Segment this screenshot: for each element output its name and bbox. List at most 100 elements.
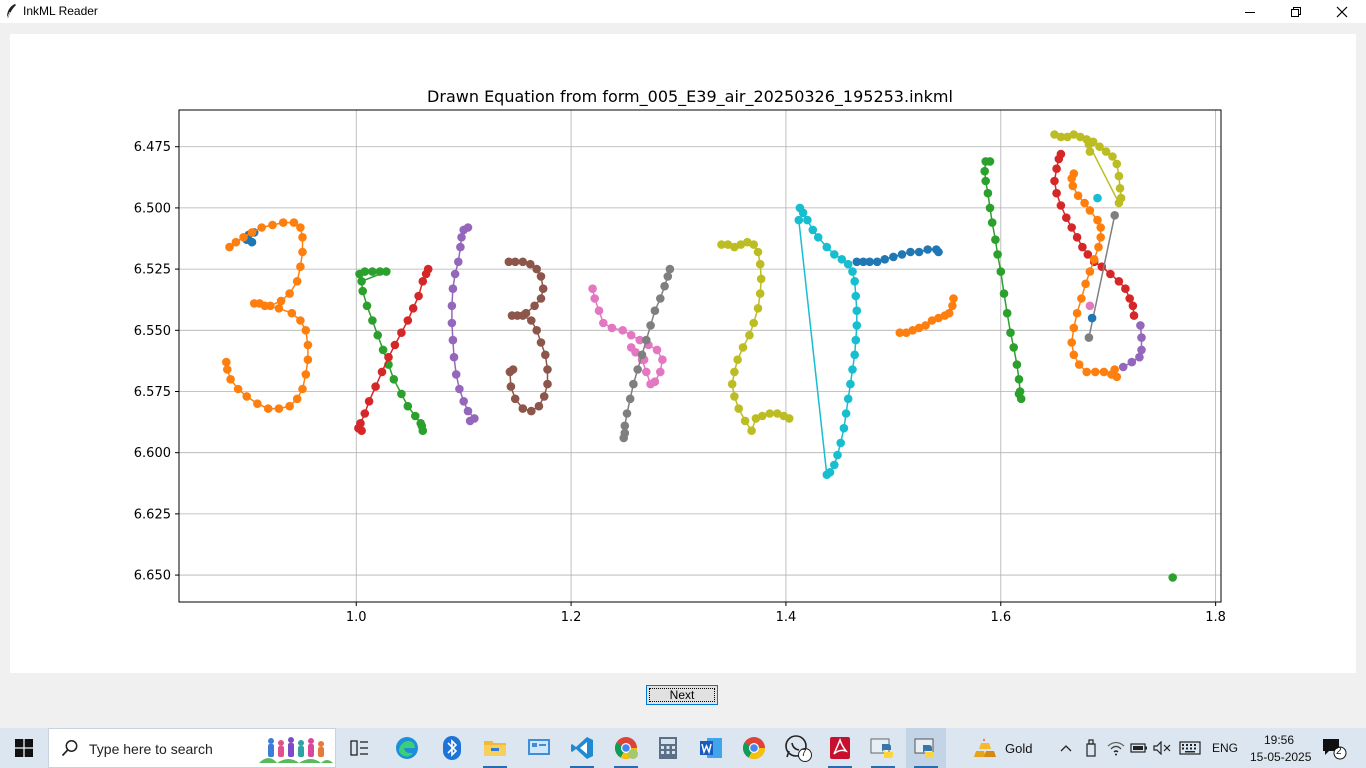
stroke-point — [504, 257, 514, 267]
chevron-up-icon — [1060, 745, 1072, 752]
language-indicator[interactable]: ENG — [1212, 741, 1239, 755]
taskbar-chrome-profile[interactable] — [606, 728, 646, 768]
stroke-point — [276, 296, 286, 306]
stroke-point — [822, 242, 832, 252]
battery-tray-button[interactable] — [1128, 728, 1150, 768]
show-hidden-icons-button[interactable] — [1052, 728, 1080, 768]
taskbar-control-panel[interactable] — [519, 728, 559, 768]
stroke-point — [508, 365, 518, 374]
taskbar-chrome[interactable] — [734, 728, 774, 768]
stroke-point — [226, 375, 235, 384]
stroke-point — [1101, 147, 1111, 156]
stroke-point — [1014, 389, 1024, 399]
stroke-point — [403, 401, 413, 411]
stroke-point — [292, 277, 302, 286]
network-tray-button[interactable] — [1104, 728, 1128, 768]
taskbar-edge[interactable] — [387, 728, 427, 768]
stroke-point — [459, 397, 469, 406]
task-view-button[interactable] — [340, 728, 380, 768]
stroke-point — [656, 294, 665, 303]
stroke-point — [1052, 188, 1061, 198]
stroke-point — [1114, 277, 1124, 286]
usb-tray-button[interactable] — [1080, 728, 1102, 768]
stroke-point — [1083, 250, 1093, 259]
stroke-point — [642, 367, 651, 377]
feather-icon — [6, 4, 16, 19]
chart-title: Drawn Equation from form_005_E39_air_202… — [427, 87, 953, 107]
stroke-point — [738, 343, 748, 352]
stroke-point — [449, 352, 459, 362]
taskbar-whatsapp[interactable]: 7 — [778, 728, 818, 768]
taskbar-word[interactable] — [691, 728, 731, 768]
next-button[interactable]: Next — [646, 685, 718, 705]
chrome-icon — [743, 737, 765, 759]
taskbar-bluetooth[interactable] — [432, 728, 472, 768]
taskbar-python-idle[interactable] — [863, 728, 903, 768]
taskbar-vscode[interactable] — [562, 728, 602, 768]
stroke-point — [1137, 333, 1146, 342]
stroke-point — [1112, 159, 1122, 169]
taskbar-search[interactable]: Type here to search — [48, 728, 336, 768]
minimize-button[interactable] — [1227, 0, 1273, 23]
stroke-line — [225, 221, 309, 410]
y-tick-label: 6.625 — [134, 507, 171, 522]
stroke-series — [1118, 321, 1146, 372]
vscode-icon — [571, 737, 593, 759]
restore-button[interactable] — [1273, 0, 1319, 23]
window-title: InkML Reader — [23, 4, 98, 18]
volume-tray-button[interactable] — [1150, 728, 1174, 768]
stroke-point — [375, 267, 385, 276]
stroke-point — [755, 259, 765, 269]
clock-date[interactable]: 15-05-2025 — [1250, 750, 1312, 764]
gold-widget[interactable] — [965, 728, 1005, 768]
stroke-point — [633, 365, 642, 374]
gold-bars-icon — [974, 738, 996, 757]
clock-time[interactable]: 19:56 — [1264, 733, 1295, 747]
stroke-point — [588, 284, 597, 293]
stroke-point — [274, 404, 284, 413]
search-placeholder: Type here to search — [89, 741, 213, 757]
stroke-series — [1087, 313, 1097, 323]
stroke-point — [765, 409, 775, 418]
stroke-point — [1114, 198, 1124, 208]
stroke-point — [1067, 223, 1076, 232]
python-idle-icon — [870, 738, 893, 758]
close-button[interactable] — [1319, 0, 1365, 23]
stroke-point — [510, 394, 520, 404]
stroke-point — [274, 304, 284, 313]
stroke-point — [1056, 132, 1066, 142]
stroke-point — [794, 215, 804, 225]
stroke-point — [1135, 352, 1144, 362]
stroke-point — [1085, 147, 1095, 156]
stroke-point — [289, 218, 299, 227]
stroke-point — [506, 382, 516, 391]
taskbar-calculator[interactable] — [648, 728, 688, 768]
task-view-icon — [350, 740, 368, 756]
taskbar-python-app[interactable] — [906, 728, 946, 768]
stroke-series — [1093, 193, 1102, 203]
stroke-point — [736, 240, 746, 249]
y-tick-label: 6.650 — [134, 569, 171, 584]
stroke-point — [803, 215, 812, 225]
stroke-point — [358, 286, 368, 296]
stroke-point — [798, 208, 808, 218]
stroke-point — [865, 257, 874, 267]
stroke-point — [830, 250, 839, 259]
stroke-point — [1085, 267, 1095, 276]
taskbar-file-explorer[interactable] — [475, 728, 515, 768]
taskbar-acrobat[interactable] — [820, 728, 860, 768]
stroke-point — [357, 426, 366, 436]
start-button[interactable] — [0, 728, 48, 768]
stroke-point — [733, 355, 742, 365]
stroke-point — [753, 304, 763, 313]
stroke-point — [260, 301, 270, 311]
gold-label: Gold — [1005, 741, 1033, 756]
stroke-point — [296, 262, 305, 271]
notification-center-button[interactable]: 2 — [1316, 728, 1352, 768]
stroke-point — [360, 409, 370, 418]
stroke-point — [1062, 213, 1071, 222]
stroke-point — [360, 267, 370, 276]
stroke-point — [296, 316, 305, 325]
touch-keyboard-button[interactable] — [1176, 728, 1204, 768]
stroke-point — [1095, 142, 1104, 151]
